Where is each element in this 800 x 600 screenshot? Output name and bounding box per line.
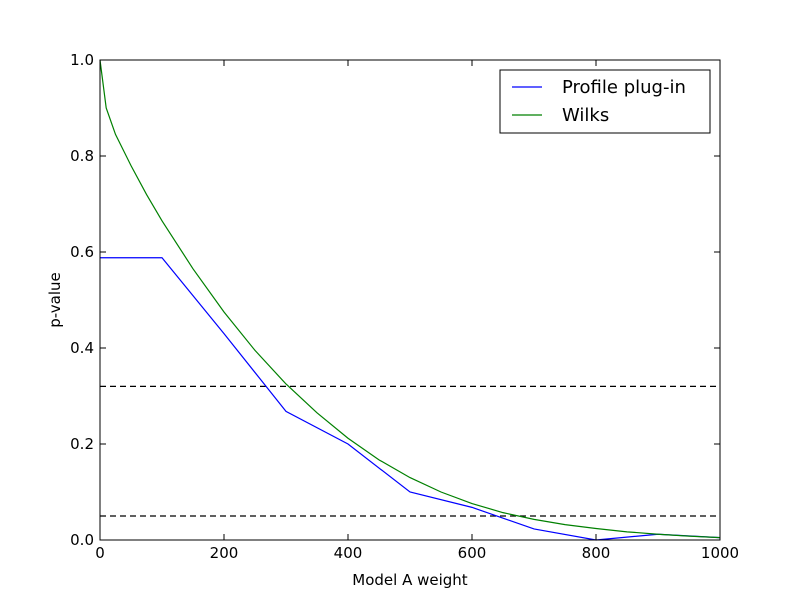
reference-lines [100, 385, 720, 517]
x-tick-label: 600 [458, 544, 487, 562]
x-tick-label: 0 [95, 544, 105, 562]
legend: Profile plug-in Wilks [499, 69, 711, 134]
series-lines [99, 59, 721, 541]
series-line-0 [100, 257, 721, 541]
legend-label-0: Profile plug-in [562, 77, 686, 98]
legend-box [499, 69, 711, 134]
y-tick-label: 0.2 [70, 435, 94, 453]
y-tick-label: 0.0 [70, 531, 94, 549]
y-tick-label: 0.8 [70, 147, 94, 165]
y-tick-label: 0.6 [70, 243, 94, 261]
x-tick-label: 400 [334, 544, 363, 562]
x-tick-label: 800 [582, 544, 611, 562]
x-axis-label: Model A weight [352, 571, 468, 589]
plot-frame [99, 59, 721, 541]
x-tick-label: 1000 [701, 544, 739, 562]
legend-label-1: Wilks [562, 105, 609, 126]
y-tick-label: 1.0 [70, 51, 94, 69]
y-tick-label: 0.4 [70, 339, 94, 357]
tick-labels: 0 200 400 600 800 1000 0.0 0.2 0.4 0.6 0.8 1.0 [70, 51, 739, 562]
x-tick-label: 200 [210, 544, 239, 562]
series-line-1 [99, 59, 721, 539]
y-axis-label: p-value [46, 272, 64, 328]
ticks [99, 59, 721, 541]
